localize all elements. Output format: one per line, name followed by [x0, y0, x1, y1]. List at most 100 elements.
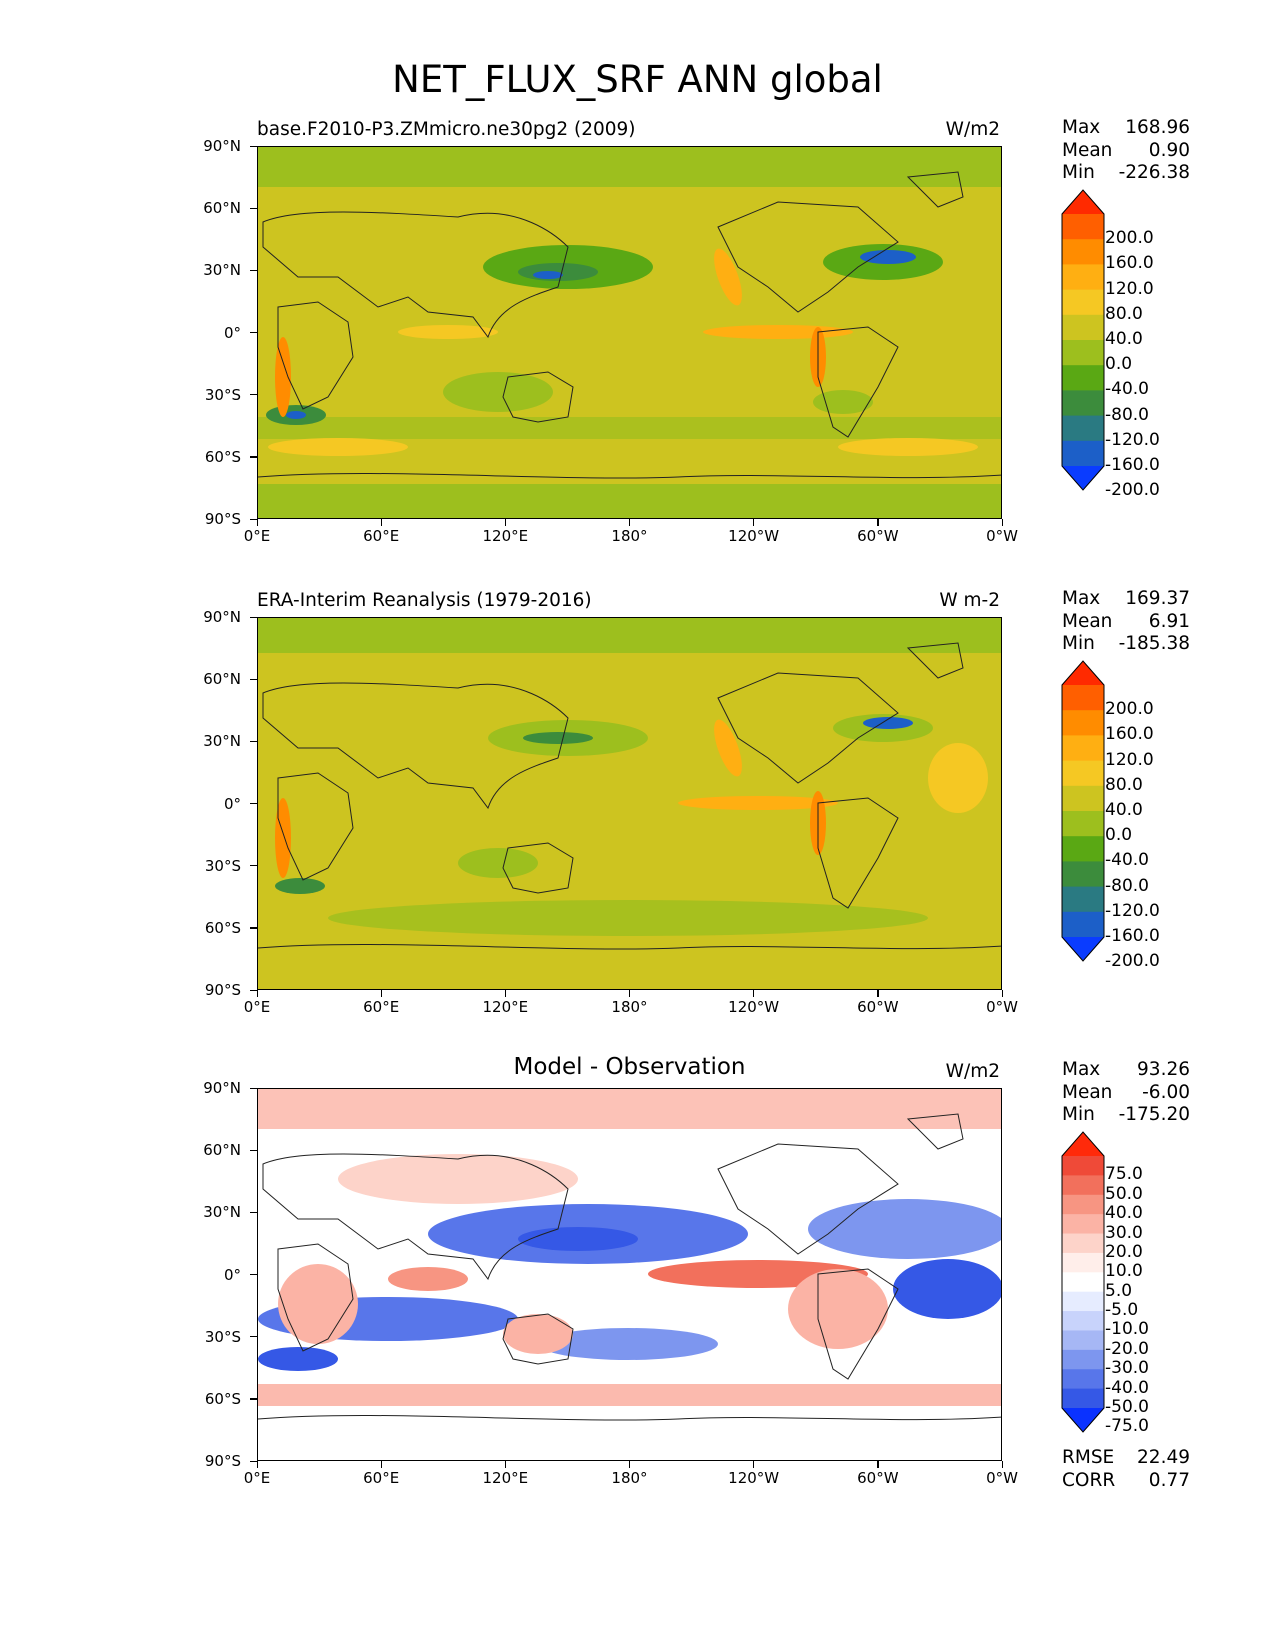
- y-tick-label: 0°: [223, 1265, 241, 1284]
- y-tick-label: 60°N: [203, 199, 241, 218]
- x-tick-label: 120°W: [728, 1469, 780, 1487]
- x-tick-label: 60°E: [363, 527, 400, 545]
- x-tick-label: 180°: [611, 998, 648, 1016]
- x-tick-label: 0°W: [986, 998, 1018, 1016]
- colorbar-svg: [1061, 189, 1105, 491]
- colorbar-tick-label: -200.0: [1105, 951, 1160, 972]
- x-tick-label: 0°E: [243, 527, 271, 545]
- panel-title: base.F2010-P3.ZMmicro.ne30pg2 (2009): [257, 119, 636, 140]
- colorbar-segment: [1062, 1330, 1104, 1351]
- colorbar-segment: [1062, 861, 1104, 888]
- y-tick-label: 90°N: [203, 137, 241, 155]
- x-tick-label: 120°W: [728, 998, 780, 1016]
- y-tick-label: 60°S: [204, 918, 241, 937]
- colorbar-segment: [1062, 214, 1104, 240]
- x-tick: [380, 990, 382, 997]
- panel-difference: Model - Observation W/m2: [0, 1054, 1275, 1534]
- x-tick: [753, 519, 755, 526]
- y-tick: [250, 1087, 257, 1089]
- x-tick-label: 120°E: [482, 1469, 529, 1487]
- colorbar-segment: [1062, 1272, 1104, 1293]
- y-tick: [250, 394, 257, 396]
- x-tick: [1001, 519, 1003, 526]
- x-tick: [504, 519, 507, 526]
- colorbar-tick-label: 30.0: [1105, 1222, 1143, 1243]
- colorbar-segment: [1062, 1156, 1104, 1176]
- colorbar-segment: [1062, 340, 1104, 366]
- colorbar-tick-label: -30.0: [1105, 1358, 1149, 1379]
- x-tick: [629, 990, 631, 997]
- y-tick: [250, 332, 257, 334]
- colorbar-extend-max: [1062, 1132, 1104, 1156]
- y-tick-label: 90°S: [204, 981, 241, 999]
- panel-model: base.F2010-P3.ZMmicro.ne30pg2 (2009) W/m…: [0, 117, 1275, 592]
- colorbar-svg: [1061, 1131, 1105, 1433]
- colorbar-segment: [1062, 365, 1104, 391]
- x-tick-label: 60°W: [857, 998, 899, 1016]
- colorbar-tick-label: -160.0: [1105, 455, 1160, 475]
- colorbar-tick-label: 50.0: [1105, 1183, 1143, 1204]
- y-tick: [250, 269, 257, 272]
- figure-title: NET_FLUX_SRF ANN global: [392, 58, 883, 101]
- y-tick-label: 60°S: [204, 1389, 241, 1408]
- colorbar-segment: [1062, 685, 1104, 711]
- colorbar-extend-min: [1062, 466, 1104, 490]
- colorbar-tick-label: -80.0: [1105, 875, 1149, 896]
- colorbar-segment: [1062, 264, 1104, 291]
- colorbar-segment: [1062, 1311, 1104, 1331]
- x-tick: [256, 990, 258, 997]
- colorbar-segment: [1062, 1349, 1104, 1370]
- y-tick: [250, 927, 257, 929]
- x-tick-label: 0°W: [986, 1469, 1018, 1487]
- colorbar-tick-label: 75.0: [1105, 1164, 1143, 1185]
- panel-observation: ERA-Interim Reanalysis (1979-2016) W m-2: [0, 588, 1275, 1063]
- colorbar-segment: [1062, 289, 1104, 316]
- colorbar-tick-label: 20.0: [1105, 1241, 1143, 1262]
- y-tick-label: 30°S: [204, 385, 241, 404]
- y-tick-label: 90°S: [204, 510, 241, 528]
- y-tick: [250, 1211, 257, 1214]
- colorbar-tick-label: -120.0: [1105, 429, 1160, 450]
- x-tick: [1001, 990, 1003, 997]
- x-tick-label: 0°E: [243, 1469, 271, 1487]
- x-tick: [380, 1461, 382, 1468]
- colorbar-tick-label: -20.0: [1105, 1338, 1149, 1359]
- x-tick-label: 120°W: [728, 527, 780, 545]
- x-tick: [629, 519, 631, 526]
- panel-units: W m-2: [939, 590, 1000, 611]
- colorbar-segment: [1062, 836, 1104, 862]
- colorbar-tick-label: 200.0: [1105, 228, 1154, 249]
- colorbar-segment: [1062, 760, 1104, 787]
- y-tick: [250, 456, 257, 458]
- x-tick: [877, 1461, 879, 1468]
- colorbar-tick-label: -75.0: [1105, 1416, 1149, 1437]
- y-tick: [250, 1336, 257, 1338]
- x-tick-label: 180°: [611, 527, 648, 545]
- y-tick-label: 30°N: [203, 732, 241, 751]
- stats-block: Max 93.26 Mean -6.00 Min -175.20: [1062, 1059, 1190, 1125]
- colorbar-extend-max: [1062, 661, 1104, 685]
- y-tick: [250, 803, 257, 805]
- x-tick-label: 60°E: [363, 1469, 400, 1487]
- y-tick: [250, 616, 257, 618]
- colorbar-segment: [1062, 1388, 1104, 1409]
- colorbar-segment: [1062, 886, 1104, 913]
- colorbar-tick-label: -40.0: [1105, 1377, 1149, 1398]
- stats-block: Max 168.96 Mean 0.90 Min -226.38: [1062, 117, 1190, 183]
- colorbar-tick-label: 160.0: [1105, 724, 1154, 745]
- colorbar-extend-max: [1062, 190, 1104, 214]
- x-tick-label: 180°: [611, 1469, 648, 1487]
- y-tick: [250, 989, 257, 991]
- colorbar-segment: [1062, 1291, 1104, 1312]
- y-tick: [250, 1398, 257, 1400]
- colorbar-tick-label: 40.0: [1105, 800, 1143, 820]
- y-tick: [250, 865, 257, 867]
- y-tick-label: 0°: [223, 323, 241, 342]
- colorbar-tick-label: -120.0: [1105, 900, 1160, 921]
- colorbar-tick-label: 120.0: [1105, 278, 1154, 299]
- colorbar-tick-label: 160.0: [1105, 253, 1154, 274]
- y-tick-label: 90°S: [204, 1452, 241, 1470]
- colorbar: [1061, 189, 1105, 495]
- colorbar-segment: [1062, 735, 1104, 762]
- colorbar-tick-label: 40.0: [1105, 1203, 1143, 1224]
